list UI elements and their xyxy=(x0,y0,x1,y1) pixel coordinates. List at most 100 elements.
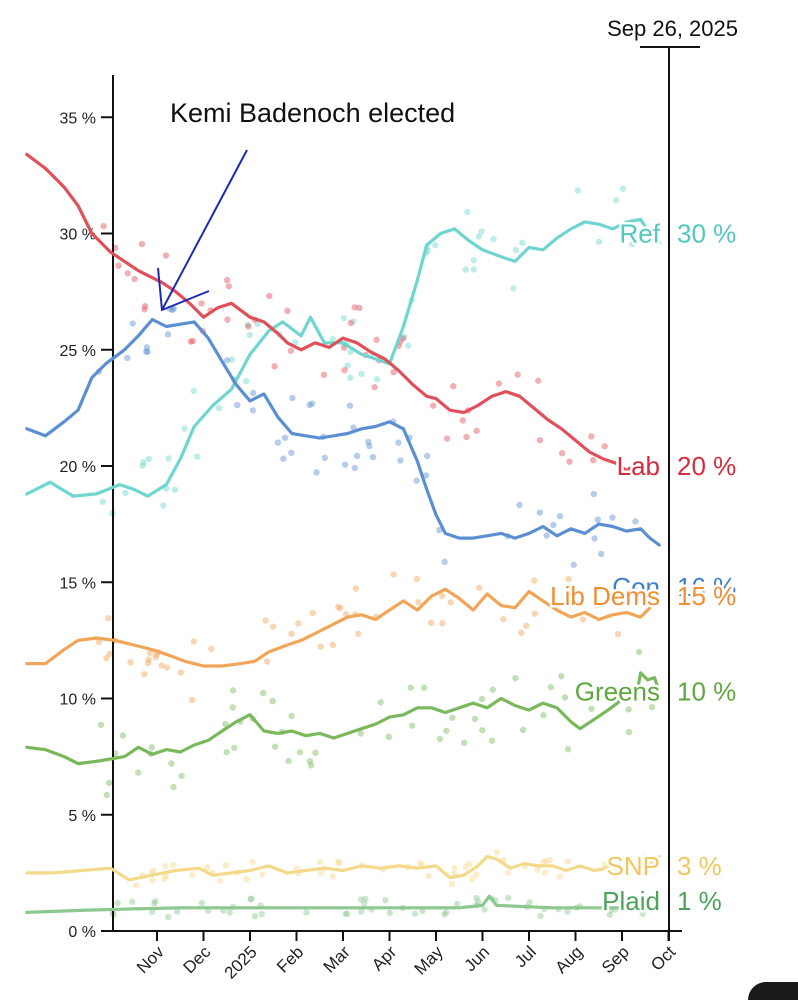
poll-dot-snp xyxy=(222,862,229,869)
poll-dot-snp xyxy=(162,872,169,880)
poll-dot-plaid xyxy=(248,895,255,902)
poll-dot-lib-dems xyxy=(447,599,454,606)
poll-dot-con xyxy=(366,442,373,450)
poll-dot-greens xyxy=(436,735,444,743)
poll-dot-ref xyxy=(244,321,251,328)
poll-dot-con xyxy=(422,472,430,479)
poll-dot-lib-dems xyxy=(295,620,302,627)
poll-dot-plaid xyxy=(606,911,614,919)
poll-dot-lab xyxy=(601,443,608,450)
poll-dot-lib-dems xyxy=(352,585,360,592)
poll-dot-lab xyxy=(187,338,194,345)
poll-dot-lab xyxy=(138,240,146,248)
poll-dot-con xyxy=(609,514,616,521)
poll-dot-snp xyxy=(542,869,549,876)
arrow-head xyxy=(157,267,210,312)
poll-dot-snp xyxy=(469,875,476,883)
poll-dot-greens xyxy=(307,762,315,769)
poll-dot-lab xyxy=(351,304,358,311)
poll-dot-lab xyxy=(320,371,328,379)
poll-dot-lib-dems xyxy=(592,602,600,609)
poll-dot-greens xyxy=(625,728,633,736)
y-tick-label: 30 % xyxy=(60,227,96,244)
poll-dot-plaid xyxy=(251,912,259,920)
poll-dot-lib-dems xyxy=(413,575,421,583)
poll-dot-lib-dems xyxy=(190,638,197,645)
y-tick-label: 10 % xyxy=(60,692,96,709)
poll-dot-con xyxy=(423,452,431,460)
poll-dot-greens xyxy=(471,715,479,723)
poll-dot-lib-dems xyxy=(141,671,148,678)
poll-dot-greens xyxy=(178,772,185,780)
poll-dot-con xyxy=(590,490,597,498)
poll-dot-snp xyxy=(170,861,177,869)
poll-dot-lib-dems xyxy=(144,659,152,667)
poll-dot-lib-dems xyxy=(531,610,539,617)
poll-dot-greens xyxy=(408,722,416,729)
poll-dot-lab xyxy=(141,306,148,313)
poll-dot-greens xyxy=(519,726,527,734)
poll-dot-plaid xyxy=(526,899,533,906)
trend-line-snp xyxy=(25,855,661,882)
series-name-label: Con xyxy=(612,572,660,602)
series-value-label: 20 % xyxy=(677,451,736,481)
poll-dot-lib-dems xyxy=(523,622,530,629)
poll-dot-ref xyxy=(122,489,129,497)
poll-dots xyxy=(95,185,656,921)
poll-dot-snp xyxy=(640,853,648,860)
poll-dot-snp xyxy=(317,869,325,877)
poll-dot-greens xyxy=(635,648,643,656)
poll-dot-greens xyxy=(269,697,276,705)
series-value-label: 10 % xyxy=(677,677,736,707)
trend-line-ref xyxy=(25,217,661,498)
poll-dot-plaid xyxy=(505,894,512,902)
poll-dot-greens xyxy=(478,695,486,703)
poll-dot-greens xyxy=(312,749,319,756)
poll-dot-greens xyxy=(135,769,142,776)
poll-dot-ref xyxy=(373,376,381,383)
poll-dot-con xyxy=(346,402,354,409)
poll-dot-con xyxy=(313,469,320,476)
poll-dot-lab xyxy=(284,307,291,315)
poll-dot-plaid xyxy=(453,900,461,908)
poll-dot-snp xyxy=(335,859,343,866)
poll-dot-ref xyxy=(254,320,261,328)
poll-dot-con xyxy=(289,394,296,402)
poll-dot-con xyxy=(597,550,605,558)
poll-dot-plaid xyxy=(343,910,351,918)
poll-dot-plaid xyxy=(114,899,121,907)
poll-dot-lab xyxy=(566,458,573,465)
poll-dot-snp xyxy=(329,873,336,880)
poll-dot-lib-dems xyxy=(106,650,113,658)
poll-dot-ref xyxy=(346,374,354,381)
y-tick-label: 20 % xyxy=(60,459,96,476)
series-value-label: 30 % xyxy=(677,219,736,249)
poll-dot-lab xyxy=(347,319,354,327)
series-value-label: 1 % xyxy=(677,886,722,916)
poll-dot-plaid xyxy=(625,899,633,907)
poll-dot-ref xyxy=(595,238,603,246)
trend-line-lab xyxy=(25,152,661,475)
poll-dot-lab xyxy=(100,222,107,230)
poll-dot-lib-dems xyxy=(565,575,572,583)
poll-dot-plaid xyxy=(382,897,389,904)
poll-dot-plaid xyxy=(342,910,349,917)
poll-dot-con xyxy=(395,439,402,446)
poll-dot-ref xyxy=(190,387,198,395)
poll-dot-lab xyxy=(514,371,521,378)
poll-dot-con xyxy=(274,439,282,446)
poll-dot-ref xyxy=(510,285,517,292)
poll-dot-ref xyxy=(400,333,408,341)
poll-dot-plaid xyxy=(411,910,419,917)
poll-dot-lab xyxy=(224,316,231,323)
poll-dot-ref xyxy=(340,314,347,322)
poll-dot-con xyxy=(632,518,639,525)
poll-dot-snp xyxy=(132,882,140,889)
poll-dot-con xyxy=(223,357,231,364)
series-name-label: Plaid xyxy=(602,886,660,916)
poll-dot-lib-dems xyxy=(263,658,271,665)
poll-dot-lab xyxy=(124,270,131,277)
poll-dot-lab xyxy=(162,252,170,259)
trend-line-lib-dems xyxy=(25,585,661,668)
